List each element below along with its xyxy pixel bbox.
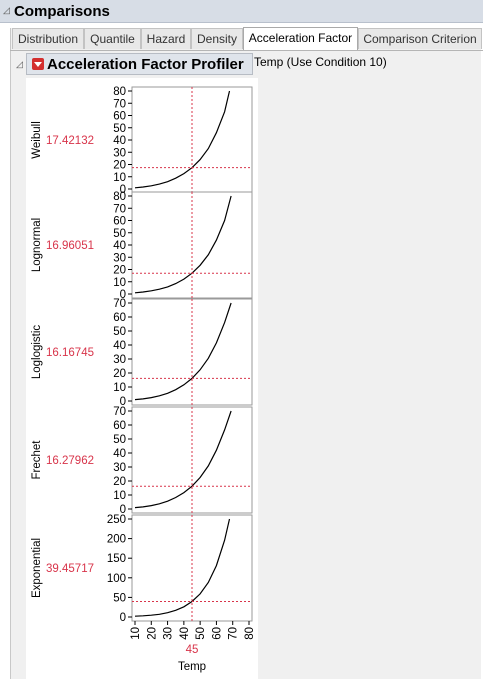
y-tick-label: 40 — [113, 240, 126, 252]
profile-curve — [134, 410, 232, 509]
y-tick-label: 50 — [113, 592, 126, 604]
y-tick-label: 200 — [107, 534, 126, 546]
y-tick-label: 40 — [113, 448, 126, 460]
x-tick-label: 10 — [130, 627, 142, 640]
y-tick-label: 10 — [113, 172, 126, 184]
x-tick-label: 70 — [228, 627, 240, 640]
y-tick-label: 50 — [113, 326, 126, 338]
y-tick-label: 40 — [113, 340, 126, 352]
y-tick-label: 40 — [113, 135, 126, 147]
model-label: Lognormal — [31, 218, 43, 272]
collapse-triangle-icon[interactable]: ◿ — [3, 5, 10, 15]
x-tick-label: 40 — [179, 627, 191, 640]
y-tick-label: 50 — [113, 123, 126, 135]
factor-readout: 16.16745 — [46, 347, 94, 359]
y-tick-label: 0 — [120, 396, 126, 408]
model-label: Weibull — [31, 121, 43, 159]
y-tick-label: 20 — [113, 160, 126, 172]
tab-hazard[interactable]: Hazard — [141, 28, 191, 49]
tab-comparison-criterion[interactable]: Comparison Criterion — [358, 28, 482, 49]
y-tick-label: 20 — [113, 265, 126, 277]
x-tick-label: 60 — [211, 627, 223, 640]
profiler-plot-area: 0 10 20 30 40 50 60 70 80 Weibull 17.42132 0 10 20 30 4… — [26, 78, 258, 679]
factor-readout: 16.27962 — [46, 455, 94, 467]
y-tick-label: 20 — [113, 476, 126, 488]
x-current-value: 45 — [186, 644, 199, 656]
y-tick-label: 60 — [113, 420, 126, 432]
model-label: Loglogistic — [31, 325, 43, 380]
y-tick-label: 0 — [120, 184, 126, 196]
y-tick-label: 60 — [113, 312, 126, 324]
tab-quantile[interactable]: Quantile — [84, 28, 141, 49]
profiler-title-bar: Acceleration Factor Profiler — [26, 53, 253, 75]
y-tick-label: 30 — [113, 462, 126, 474]
x-tick-label: 30 — [163, 627, 175, 640]
y-tick-label: 70 — [113, 98, 126, 110]
model-label: Frechet — [31, 440, 43, 480]
y-tick-label: 60 — [113, 111, 126, 123]
y-tick-label: 30 — [113, 147, 126, 159]
profile-curve — [134, 90, 231, 189]
y-tick-label: 0 — [120, 612, 126, 624]
y-tick-label: 100 — [107, 573, 126, 585]
y-tick-label: 80 — [113, 86, 126, 98]
tab-acceleration-factor[interactable]: Acceleration Factor — [243, 27, 358, 50]
y-tick-label: 70 — [113, 203, 126, 215]
factor-readout: 17.42132 — [46, 135, 94, 147]
red-triangle-menu-icon[interactable] — [32, 58, 44, 70]
y-tick-label: 150 — [107, 553, 126, 565]
y-tick-label: 70 — [113, 406, 126, 418]
x-axis-label: Temp — [178, 661, 206, 673]
x-tick-label: 80 — [244, 627, 256, 640]
comparisons-header[interactable]: ◿ Comparisons — [0, 0, 483, 23]
tab-distribution[interactable]: Distribution — [12, 28, 84, 49]
y-tick-label: 10 — [113, 277, 126, 289]
y-tick-label: 0 — [120, 289, 126, 301]
use-condition-label: Temp (Use Condition 10) — [254, 55, 387, 69]
y-tick-label: 50 — [113, 434, 126, 446]
factor-readout: 16.96051 — [46, 240, 94, 252]
x-tick-label: 50 — [195, 627, 207, 640]
model-label: Exponential — [31, 538, 43, 598]
profile-curve — [134, 518, 231, 617]
profile-curve — [134, 195, 232, 294]
y-tick-label: 10 — [113, 382, 126, 394]
tab-strip: Distribution Quantile Hazard Density Acc… — [10, 27, 483, 51]
y-tick-label: 80 — [113, 191, 126, 203]
profiler-collapse-icon[interactable]: ◿ — [16, 59, 23, 69]
y-tick-label: 70 — [113, 298, 126, 310]
y-tick-label: 50 — [113, 228, 126, 240]
y-tick-label: 60 — [113, 216, 126, 228]
y-tick-label: 20 — [113, 368, 126, 380]
y-tick-label: 30 — [113, 354, 126, 366]
section-title: Comparisons — [14, 3, 110, 20]
tab-density[interactable]: Density — [191, 28, 243, 49]
y-tick-label: 10 — [113, 490, 126, 502]
y-tick-label: 250 — [107, 514, 126, 526]
profiler-title: Acceleration Factor Profiler — [47, 56, 244, 73]
profile-curve — [134, 302, 232, 401]
y-tick-label: 0 — [120, 504, 126, 516]
x-tick-label: 20 — [146, 627, 158, 640]
y-tick-label: 30 — [113, 252, 126, 264]
factor-readout: 39.45717 — [46, 563, 94, 575]
